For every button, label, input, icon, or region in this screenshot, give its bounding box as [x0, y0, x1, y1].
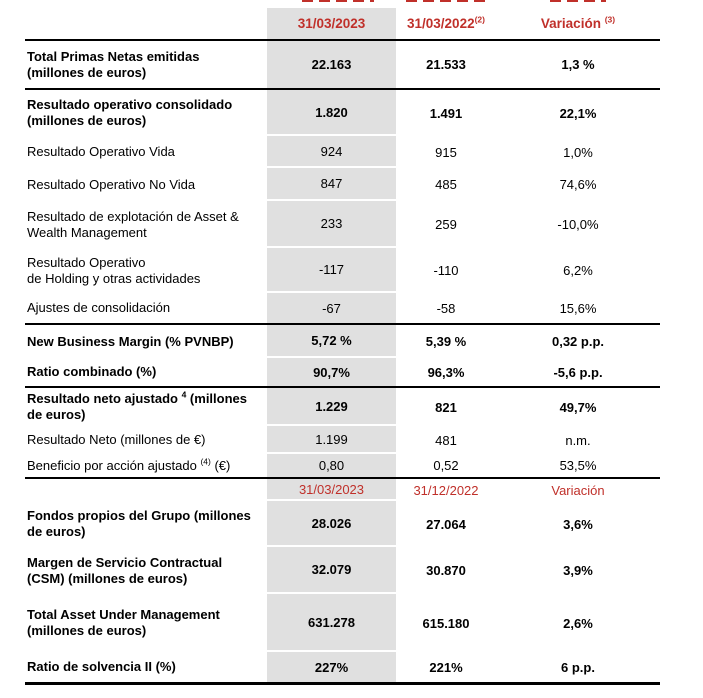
cropped-row-fragments — [25, 0, 660, 8]
row-ratio-solvencia-ii: Ratio de solvencia II (%) 227% 221% 6 p.… — [25, 652, 660, 682]
value-prior: 221% — [429, 659, 463, 675]
value-variation: 1,0% — [563, 144, 593, 160]
value-prior: 5,39 % — [425, 334, 467, 349]
header-empty-cell — [25, 488, 267, 492]
col-header-31-12-2022: 31/12/2022 — [413, 482, 479, 498]
value-variation: 6 p.p. — [561, 659, 595, 675]
row-resultado-operativo-vida: Resultado Operativo Vida 924 915 1,0% — [25, 136, 660, 168]
footnote-ref-3: (3) — [604, 14, 616, 25]
row-ratio-combinado: Ratio combinado (%) 90,7% 96,3% -5,6 p.p… — [25, 358, 660, 388]
row-resultado-neto: Resultado Neto (millones de €) 1.199 481… — [25, 426, 660, 454]
value-current: 227% — [267, 652, 396, 682]
row-label: Total Asset Under Management (millones d… — [27, 607, 220, 638]
col-header-31-03-2023: 31/03/2023 — [267, 8, 396, 39]
footnote-ref-2: (2) — [474, 14, 485, 25]
value-prior: 27.064 — [426, 516, 466, 532]
row-label: Resultado Operativo No Vida — [27, 176, 196, 192]
value-prior: 0,52 — [433, 458, 459, 473]
value-variation: 3,6% — [563, 516, 593, 532]
row-holding-otras-actividades: Resultado Operativo de Holding y otras a… — [25, 248, 660, 293]
value-current: 1.820 — [267, 90, 396, 136]
row-resultado-operativo-no-vida: Resultado Operativo No Vida 847 485 74,6… — [25, 168, 660, 201]
row-label: Total Primas Netas emitidas (millones de… — [27, 48, 200, 80]
value-variation: 22,1% — [559, 105, 597, 121]
row-resultado-operativo-consolidado: Resultado operativo consolidado (millone… — [25, 90, 660, 136]
col-header-31-03-2023: 31/03/2023 — [267, 479, 396, 501]
row-label: Resultado de explotación de Asset & Weal… — [27, 208, 239, 240]
row-label: Beneficio por acción ajustado (4) (€) — [27, 456, 231, 473]
value-current: 90,7% — [267, 358, 396, 386]
value-variation: 74,6% — [559, 177, 597, 192]
col-header-variacion: Variación (3) — [540, 14, 616, 31]
value-prior: 21.533 — [426, 57, 466, 72]
row-fondos-propios: Fondos propios del Grupo (millones de eu… — [25, 501, 660, 547]
financial-results-table: 31/03/2023 31/03/2022(2) Variación (3) T… — [25, 8, 660, 685]
row-label: Ratio combinado (%) — [27, 364, 157, 379]
row-total-asset-under-management: Total Asset Under Management (millones d… — [25, 594, 660, 652]
value-variation: -5,6 p.p. — [553, 364, 603, 380]
value-current: 847 — [267, 168, 396, 201]
value-current: 22.163 — [267, 41, 396, 88]
value-prior: 821 — [435, 399, 457, 415]
value-prior: -110 — [433, 263, 459, 278]
row-label: Fondos propios del Grupo (millones de eu… — [27, 508, 251, 539]
value-variation: 1,3 % — [561, 57, 595, 72]
value-current: 233 — [267, 201, 396, 248]
value-variation: n.m. — [565, 432, 591, 448]
row-margen-servicio-contractual: Margen de Servicio Contractual (CSM) (mi… — [25, 547, 660, 594]
footnote-ref-4: 4 — [181, 389, 187, 400]
value-variation: 3,9% — [563, 563, 593, 578]
value-current: 1.229 — [267, 388, 396, 426]
table-header-row-1: 31/03/2023 31/03/2022(2) Variación (3) — [25, 8, 660, 41]
value-variation: 0,32 p.p. — [551, 334, 605, 349]
row-label: Resultado neto ajustado 4 (millones de e… — [27, 389, 247, 422]
value-prior: 615.180 — [422, 615, 470, 631]
cropped-text-fragment — [396, 0, 496, 2]
value-current: 924 — [267, 136, 396, 168]
value-prior: -58 — [436, 300, 456, 316]
row-label: Ajustes de consolidación — [27, 300, 171, 315]
value-variation: 2,6% — [563, 615, 593, 631]
value-current: -117 — [267, 248, 396, 293]
row-label: New Business Margin (% PVNBP) — [27, 333, 234, 349]
value-current: 631.278 — [267, 594, 396, 652]
header-empty-cell — [25, 22, 267, 26]
value-current: 32.079 — [267, 547, 396, 594]
value-prior: 1.491 — [429, 105, 463, 121]
row-ajustes-consolidacion: Ajustes de consolidación -67 -58 15,6% — [25, 293, 660, 325]
value-variation: -10,0% — [557, 217, 599, 232]
col-header-31-03-2022: 31/03/2022(2) — [407, 14, 485, 31]
value-variation: 15,6% — [559, 300, 597, 316]
footnote-ref-4: (4) — [200, 456, 211, 467]
value-variation: 49,7% — [559, 399, 597, 415]
row-label: Resultado Operativo Vida — [27, 144, 175, 159]
row-resultado-neto-ajustado: Resultado neto ajustado 4 (millones de e… — [25, 388, 660, 426]
row-label: Margen de Servicio Contractual (CSM) (mi… — [27, 554, 223, 586]
value-prior: 485 — [435, 177, 457, 192]
table-header-row-2: 31/03/2023 31/12/2022 Variación — [25, 479, 660, 501]
row-label: Resultado Neto (millones de €) — [27, 432, 206, 447]
row-asset-wealth-management: Resultado de explotación de Asset & Weal… — [25, 201, 660, 248]
col-header-variacion: Variación — [551, 482, 605, 498]
cropped-text-fragment — [25, 0, 396, 2]
value-prior: 96,3% — [427, 364, 465, 380]
row-total-primas-netas: Total Primas Netas emitidas (millones de… — [25, 41, 660, 90]
value-prior: 259 — [435, 217, 457, 232]
row-label: Ratio de solvencia II (%) — [27, 659, 176, 674]
value-current: 1.199 — [267, 426, 396, 454]
value-variation: 6,2% — [563, 263, 593, 278]
value-current: 28.026 — [267, 501, 396, 547]
value-current: 5,72 % — [267, 325, 396, 358]
value-current: 0,80 — [267, 454, 396, 477]
cropped-text-fragment — [496, 0, 660, 2]
value-prior: 30.870 — [426, 563, 466, 578]
row-beneficio-por-accion: Beneficio por acción ajustado (4) (€) 0,… — [25, 454, 660, 479]
value-current: -67 — [267, 293, 396, 323]
value-prior: 481 — [435, 432, 457, 448]
row-label: Resultado operativo consolidado (millone… — [27, 97, 233, 128]
value-prior: 915 — [435, 144, 457, 160]
row-label: Resultado Operativo de Holding y otras a… — [27, 254, 201, 286]
row-new-business-margin: New Business Margin (% PVNBP) 5,72 % 5,3… — [25, 325, 660, 358]
value-variation: 53,5% — [559, 458, 597, 473]
